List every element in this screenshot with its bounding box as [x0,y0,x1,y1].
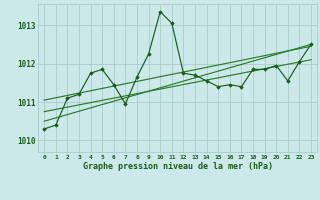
X-axis label: Graphe pression niveau de la mer (hPa): Graphe pression niveau de la mer (hPa) [83,162,273,171]
